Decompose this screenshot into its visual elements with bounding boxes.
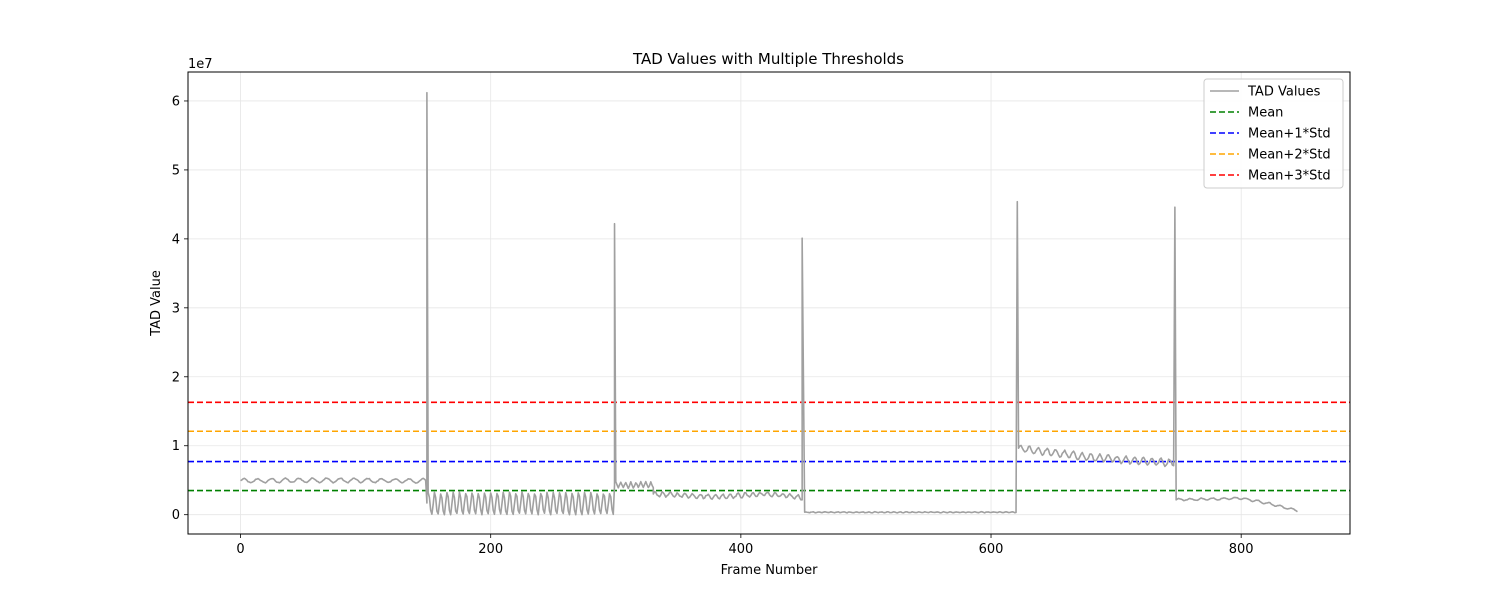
legend-label-mean-1-std: Mean+1*Std (1248, 127, 1331, 142)
y-tick-label: 0 (172, 508, 180, 523)
x-axis-ticks: 0 200 400 600 800 (236, 534, 1254, 557)
tad-values-line (240, 91, 1298, 516)
plot-frame (187, 71, 1351, 535)
y-tick-label: 3 (172, 301, 180, 316)
legend-label-tad-values: TAD Values (1247, 85, 1321, 100)
legend-label-mean: Mean (1248, 106, 1283, 121)
tad-series (240, 91, 1298, 516)
y-axis-ticks: 0 1 2 3 4 5 6 (172, 94, 188, 523)
x-tick-label: 800 (1229, 542, 1254, 557)
x-tick-label: 200 (478, 542, 503, 557)
x-tick-label: 600 (979, 542, 1004, 557)
y-offset-text: 1e7 (188, 57, 213, 72)
legend-box (1203, 78, 1344, 189)
threshold-lines (188, 401, 1350, 492)
y-tick-label: 5 (172, 163, 180, 178)
legend-label-mean-2-std: Mean+2*Std (1248, 148, 1331, 163)
y-tick-label: 2 (172, 370, 180, 385)
x-axis-label: Frame Number (721, 563, 819, 578)
legend: TAD Values Mean Mean+1*Std Mean+2*Std Mean+3… (1203, 78, 1344, 189)
grid (188, 72, 1350, 534)
x-tick-label: 400 (728, 542, 753, 557)
y-tick-label: 4 (172, 232, 180, 247)
y-tick-label: 1 (172, 439, 180, 454)
legend-label-mean-3-std: Mean+3*Std (1248, 169, 1331, 184)
y-axis-label: TAD Value (149, 270, 164, 337)
chart-title: TAD Values with Multiple Thresholds (632, 50, 904, 68)
y-tick-label: 6 (172, 94, 180, 109)
x-tick-label: 0 (236, 542, 244, 557)
